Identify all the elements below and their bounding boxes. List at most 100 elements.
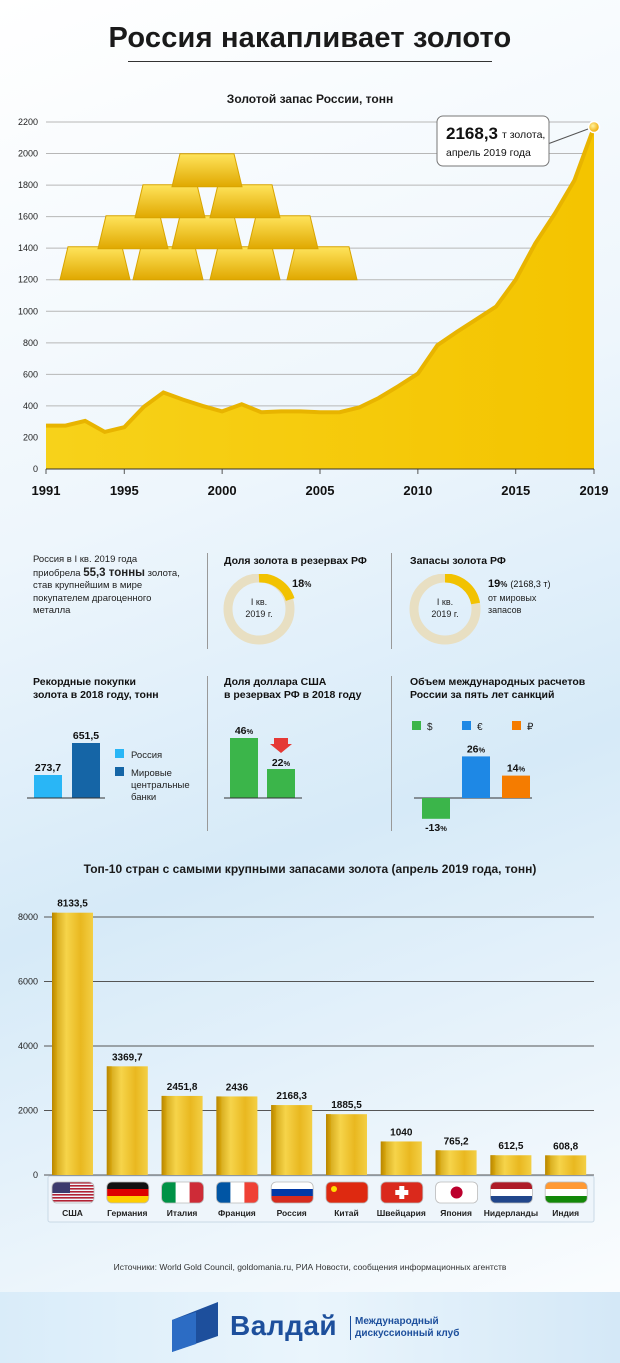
dollar-title: Доля доллара США в резервах РФ в 2018 го…: [224, 676, 361, 702]
settlement-bar: [462, 756, 490, 798]
country-bar: [380, 1141, 422, 1175]
world-share-arc: [444, 574, 481, 605]
country-bar: [106, 1066, 148, 1175]
sources-note: Источники: World Gold Council, goldomani…: [113, 1262, 507, 1272]
donut-center-1: I кв.: [251, 597, 267, 607]
down-arrow-icon: [270, 738, 292, 753]
country-bar: [271, 1105, 313, 1175]
country-flag-icon: [215, 1181, 259, 1204]
title-underline: [128, 61, 492, 62]
dollar-share-chart: 46% 22%: [224, 725, 302, 799]
purchase-line-2: приобрела 55,3 тонны золота,: [33, 567, 203, 581]
settlements-title-1: Объем международных расчетов: [410, 676, 586, 688]
gold-bars-illustration: [59, 153, 358, 281]
country-flag-icon: [380, 1181, 424, 1204]
country-flag-icon: [325, 1181, 369, 1204]
x-tick-label: 2010: [403, 483, 432, 498]
separator: [391, 676, 392, 831]
world-share-text-2: запасов: [488, 605, 522, 615]
dollar-title-2: в резервах РФ в 2018 году: [224, 689, 362, 701]
purchase-line-3: став крупнейшим в мире: [33, 580, 143, 591]
callout-unit: т золота,: [502, 129, 545, 141]
country-bar-value: 8133,5: [57, 899, 88, 910]
footer-band: [0, 1292, 620, 1363]
country-name: Китай: [334, 1208, 359, 1218]
settlements-title: Объем международных расчетов России за п…: [410, 676, 585, 702]
y-tick-label: 800: [23, 338, 38, 348]
country-bar-edge: [490, 1155, 496, 1175]
country-bar-edge: [216, 1096, 222, 1175]
country-bar: [435, 1150, 477, 1175]
callout-date: апрель 2019 года: [446, 147, 531, 159]
y-tick-label: 1200: [18, 275, 38, 285]
country-flag-icon: [161, 1181, 205, 1204]
country-name: Индия: [552, 1208, 579, 1218]
banks-purchase-label: 651,5: [73, 730, 99, 742]
dollar-title-1: Доля доллара США: [224, 676, 327, 688]
area-chart-title: Золотой запас России, тонн: [226, 92, 394, 106]
country-bar-value: 1040: [390, 1127, 413, 1138]
country-name: Франция: [218, 1208, 256, 1218]
x-tick-label: 1991: [32, 483, 61, 498]
country-name: США: [62, 1208, 83, 1218]
country-name: Италия: [167, 1208, 198, 1218]
settlement-legend-swatch: [512, 721, 521, 730]
page-title: Россия накапливает золото: [108, 22, 512, 54]
country-bar-edge: [326, 1114, 331, 1175]
y-tick-label: 2000: [18, 149, 38, 159]
settlement-legend-label: ₽: [527, 722, 534, 733]
settlement-bar: [502, 775, 530, 798]
settlement-legend-swatch: [412, 721, 421, 730]
legend-banks-3: банки: [131, 792, 156, 802]
brand-tagline: Международный дискуссионный клуб: [350, 1316, 459, 1340]
x-tick-label: 2019: [580, 483, 609, 498]
country-bar-value: 2451,8: [167, 1082, 198, 1093]
country-name: Нидерланды: [484, 1208, 538, 1218]
country-bar-edge: [545, 1155, 551, 1175]
purchases-title: Рекордные покупки золота в 2018 году, то…: [33, 676, 159, 702]
valdai-logo-icon: [172, 1302, 218, 1352]
y-tick-label: 0: [33, 1170, 38, 1180]
russia-gold-area-chart: 0 200 400 600 800 1000 1200 1400 1600 1800 2000 220…: [18, 115, 609, 498]
settlement-bar-label: 14%: [507, 763, 526, 775]
legend-banks-swatch: [115, 767, 124, 776]
purchases-title-2: золота в 2018 году, тонн: [33, 689, 159, 701]
legend-banks-2: центральные: [131, 780, 190, 791]
donut-center-2: 2019 г.: [431, 609, 458, 619]
country-name: Россия: [277, 1208, 307, 1218]
settlement-bar-label: -13%: [425, 822, 447, 834]
world-share-text-1: от мировых: [488, 593, 537, 603]
callout-value: 2168,3: [446, 124, 498, 143]
purchase-line-4: покупателем драгоценного: [33, 592, 152, 604]
world-share-title: Запасы золота РФ: [410, 555, 506, 567]
dollar-after-value: 22: [272, 757, 284, 769]
dollar-before-bar: [230, 738, 258, 798]
country-bar: [326, 1114, 367, 1175]
percent-sign: %: [284, 759, 291, 768]
percent-sign: %: [247, 727, 254, 736]
country-bar-value: 2168,3: [276, 1091, 307, 1102]
purchases-bar-chart: 273,7 651,5 Россия Мировые центральные б…: [27, 730, 190, 802]
purchase-amount: 55,3 тонны: [83, 566, 145, 579]
country-bar-edge: [161, 1095, 167, 1175]
country-flag-icon: [106, 1181, 150, 1204]
purchase-line-2a: приобрела: [33, 567, 84, 579]
donut-center-1: I кв.: [437, 597, 453, 607]
settlement-bar: [422, 798, 450, 819]
country-name: Германия: [107, 1208, 147, 1218]
country-bar: [52, 912, 93, 1175]
svg-text:22%: 22%: [272, 757, 291, 769]
country-bar-value: 2436: [226, 1082, 249, 1093]
svg-text:46%: 46%: [235, 725, 254, 737]
x-tick-label: 2015: [501, 483, 530, 498]
area-series-fill: [46, 127, 594, 469]
legend-russia-swatch: [115, 749, 124, 758]
country-bar-value: 1885,5: [331, 1100, 362, 1111]
gold-share-value: 18: [292, 578, 304, 590]
y-tick-label: 0: [33, 464, 38, 474]
top10-title: Топ-10 стран с самыми крупными запасами …: [83, 862, 537, 876]
country-bar-value: 3369,7: [112, 1052, 143, 1063]
settlement-legend-label: $: [427, 722, 433, 733]
country-flag-icon: [270, 1181, 314, 1204]
country-bar-value: 765,2: [444, 1136, 469, 1147]
